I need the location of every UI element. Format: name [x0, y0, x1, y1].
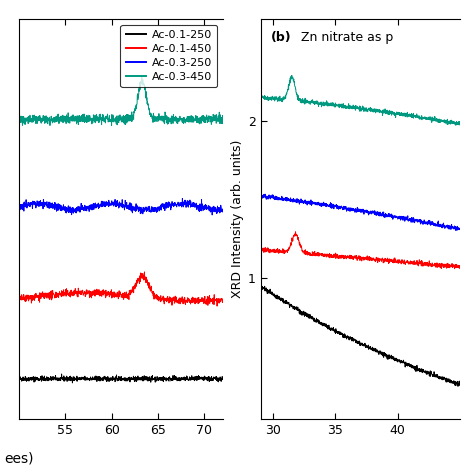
Text: Zn nitrate as p: Zn nitrate as p — [297, 31, 393, 44]
Text: (b): (b) — [271, 31, 292, 44]
Legend: Ac-0.1-250, Ac-0.1-450, Ac-0.3-250, Ac-0.3-450: Ac-0.1-250, Ac-0.1-450, Ac-0.3-250, Ac-0… — [120, 25, 217, 87]
Text: ees): ees) — [5, 451, 34, 465]
Y-axis label: XRD Intensity (arb. units): XRD Intensity (arb. units) — [231, 140, 244, 299]
